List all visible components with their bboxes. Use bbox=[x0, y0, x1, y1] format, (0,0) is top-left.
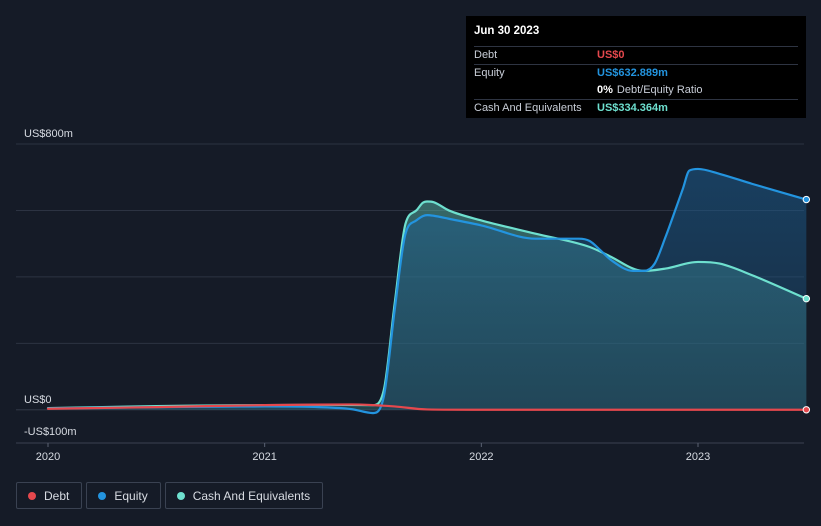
y-tick-label: -US$100m bbox=[24, 426, 77, 438]
tooltip-ratio-row: 0% Debt/Equity Ratio bbox=[474, 82, 798, 99]
legend-item-equity[interactable]: Equity bbox=[86, 482, 161, 509]
tooltip-ratio-label: Debt/Equity Ratio bbox=[616, 84, 703, 96]
tooltip-equity-label: Equity bbox=[474, 67, 505, 79]
tooltip-cash-label: Cash And Equivalents bbox=[474, 102, 582, 114]
equity-dot-icon bbox=[98, 491, 107, 500]
tooltip-equity-row: Equity US$632.889m bbox=[474, 64, 798, 82]
x-tick-label: 2020 bbox=[36, 451, 60, 463]
legend-item-debt[interactable]: Debt bbox=[16, 482, 83, 509]
x-tick-label: 2023 bbox=[686, 451, 710, 463]
y-tick-label: US$800m bbox=[24, 128, 73, 140]
debt-end-marker bbox=[802, 406, 811, 414]
tooltip-ratio-value: 0% bbox=[597, 84, 613, 96]
equity-end-marker bbox=[802, 195, 811, 204]
y-tick-label: US$0 bbox=[24, 394, 52, 406]
tooltip-cash-value: US$334.364m bbox=[597, 102, 668, 114]
legend-cash-label: Cash And Equivalents bbox=[192, 488, 311, 503]
tooltip-panel: Jun 30 2023 Debt US$0 Equity US$632.889m… bbox=[466, 16, 806, 118]
x-tick-label: 2021 bbox=[252, 451, 276, 463]
equity-area bbox=[48, 168, 807, 414]
tooltip-debt-value: US$0 bbox=[597, 49, 625, 61]
equity-line bbox=[46, 167, 808, 415]
cash-dot-icon bbox=[176, 491, 185, 500]
cash-end-marker bbox=[802, 294, 811, 303]
x-tick-label: 2022 bbox=[469, 451, 493, 463]
debt-line bbox=[46, 403, 808, 411]
tooltip-debt-row: Debt US$0 bbox=[474, 46, 798, 64]
chart-legend: Debt Equity Cash And Equivalents bbox=[16, 482, 327, 509]
debt-dot-icon bbox=[28, 491, 36, 500]
tooltip-equity-value: US$632.889m bbox=[597, 67, 668, 79]
legend-item-cash[interactable]: Cash And Equivalents bbox=[164, 482, 324, 509]
legend-equity-label: Equity bbox=[114, 488, 148, 503]
tooltip-date: Jun 30 2023 bbox=[474, 25, 540, 37]
legend-debt-label: Debt bbox=[44, 488, 70, 503]
tooltip-cash-row: Cash And Equivalents US$334.364m bbox=[474, 99, 798, 117]
tooltip-debt-label: Debt bbox=[474, 49, 498, 61]
